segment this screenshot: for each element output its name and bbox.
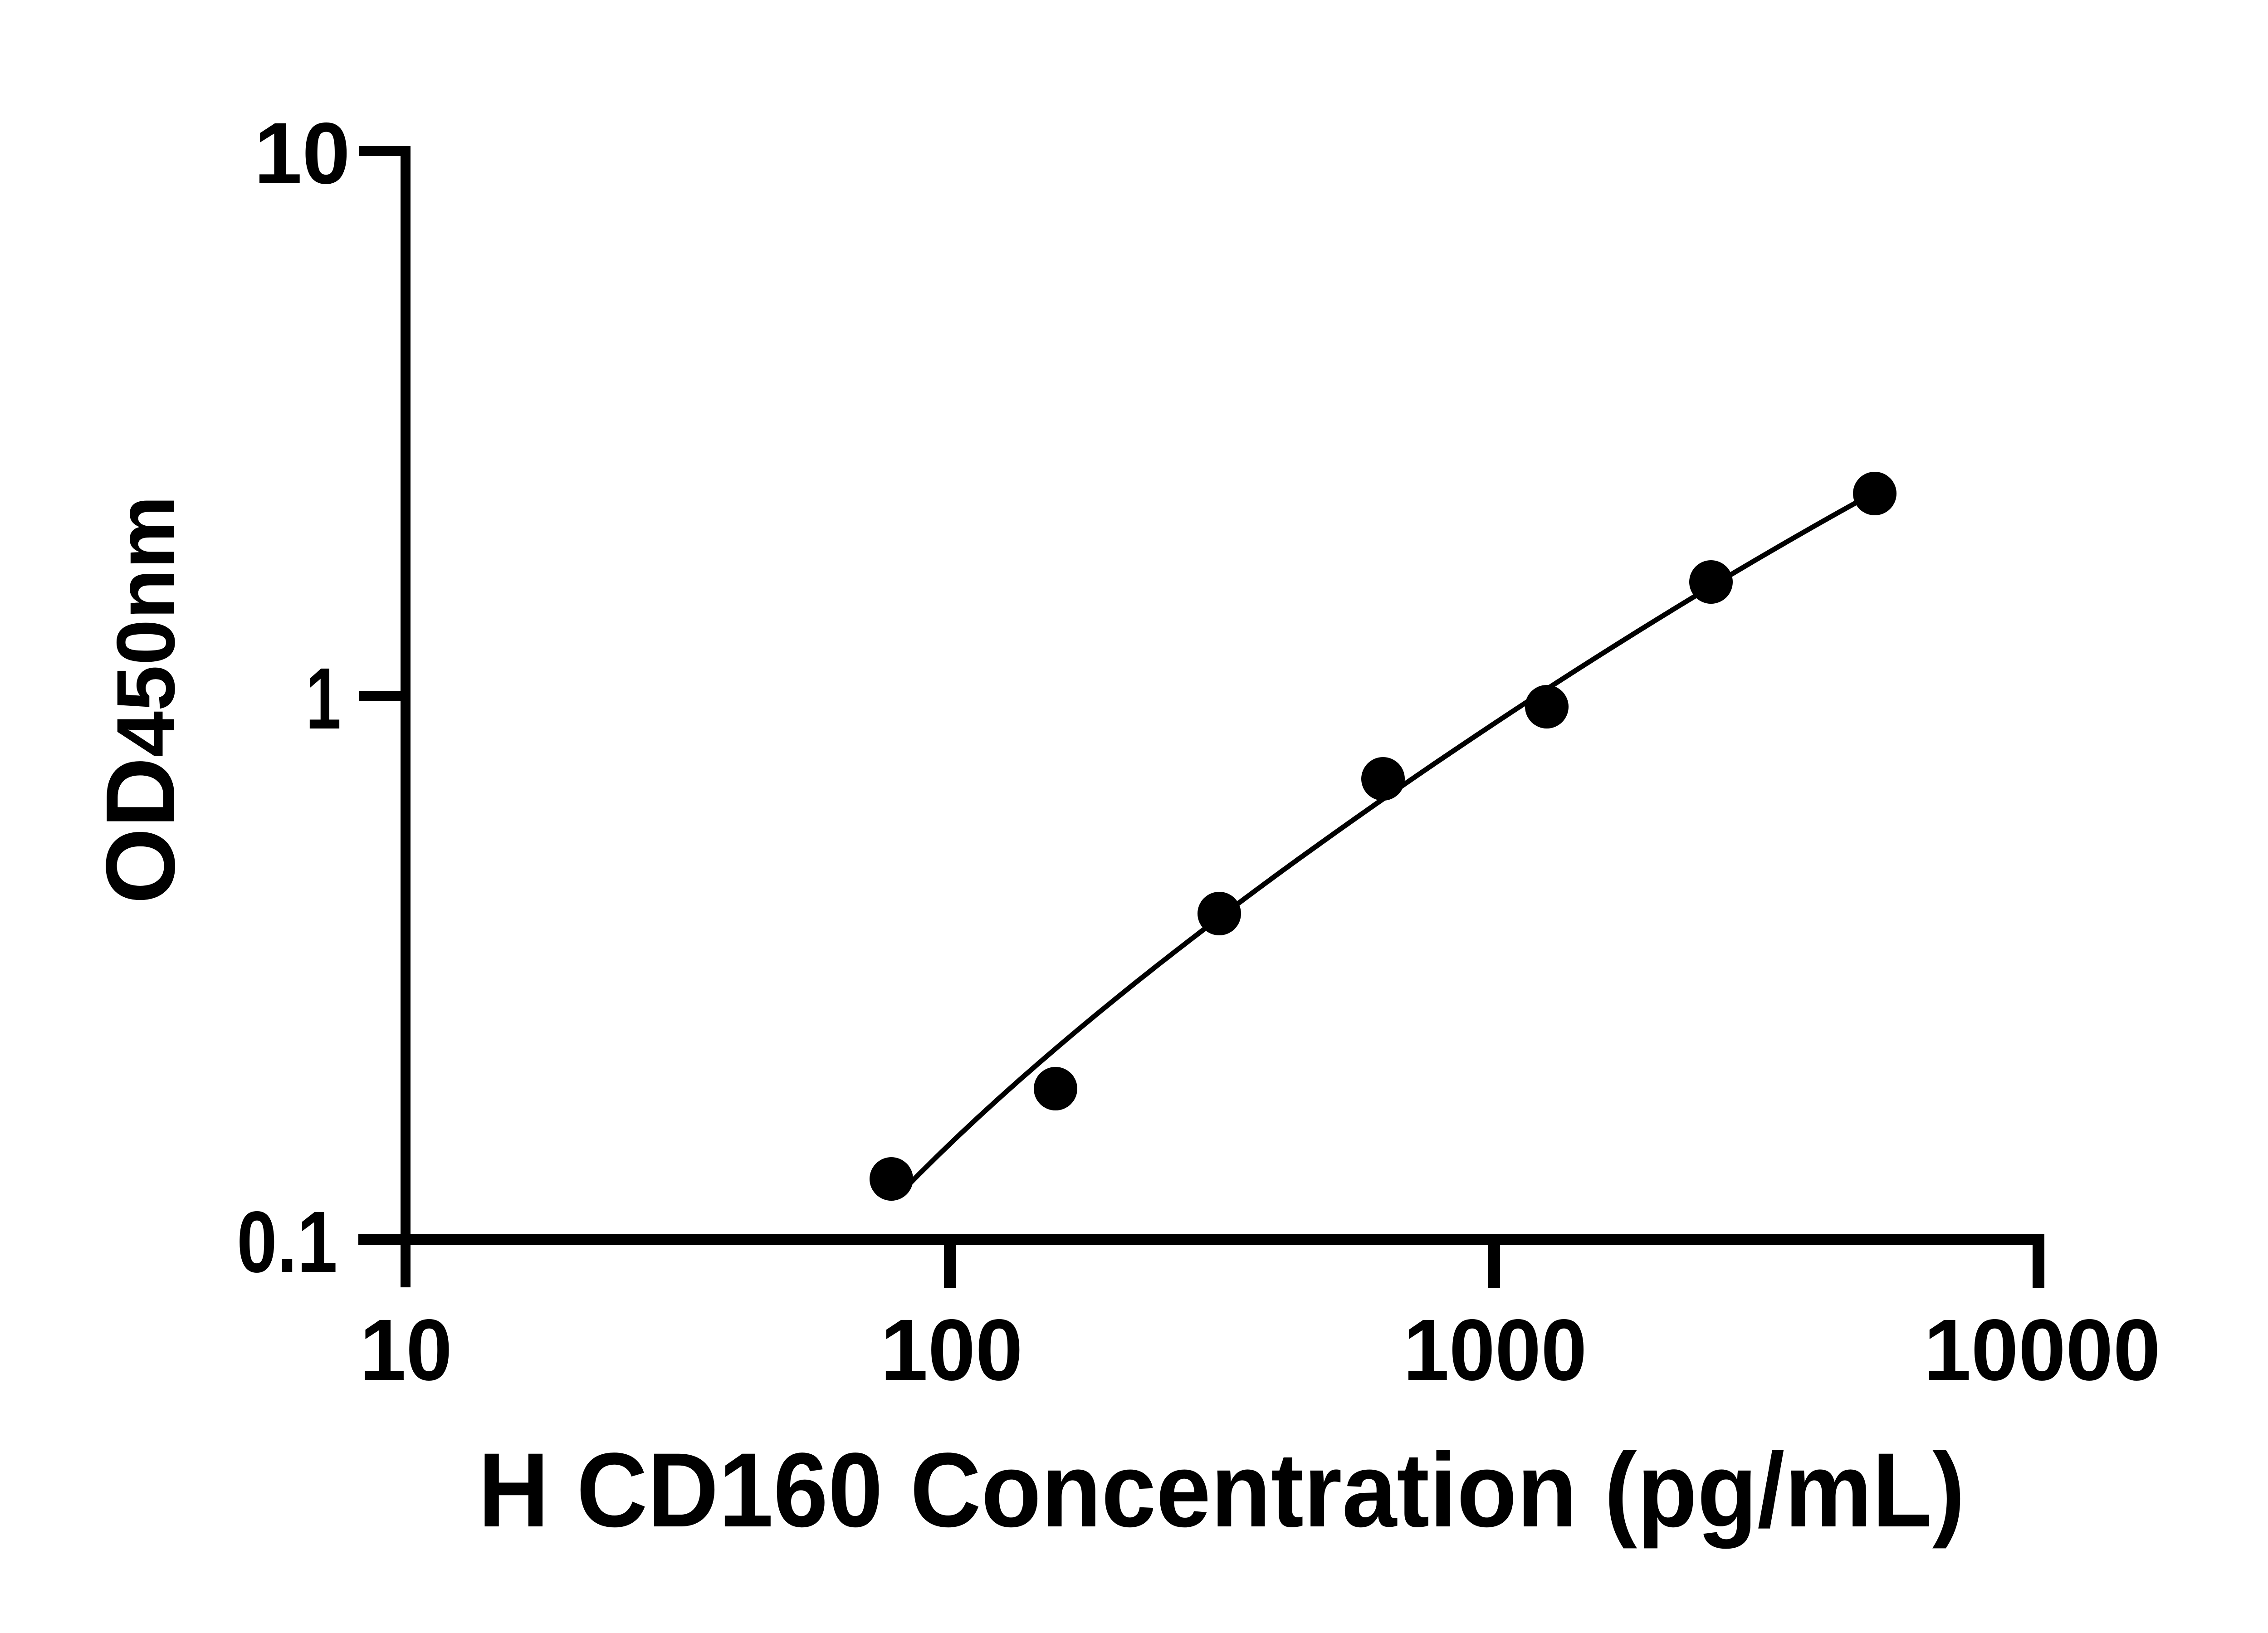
svg-text:450nm: 450nm [99, 495, 192, 757]
svg-text:H CD160 Concentration (pg/mL): H CD160 Concentration (pg/mL) [478, 1431, 1965, 1549]
svg-text:10: 10 [254, 104, 350, 202]
svg-text:OD: OD [85, 757, 195, 904]
svg-text:10: 10 [360, 1301, 452, 1398]
svg-text:0.1: 0.1 [237, 1193, 337, 1291]
svg-text:1: 1 [306, 650, 341, 747]
svg-text:100: 100 [880, 1301, 1023, 1398]
svg-text:10000: 10000 [1924, 1301, 2160, 1398]
svg-text:1000: 1000 [1403, 1301, 1587, 1398]
